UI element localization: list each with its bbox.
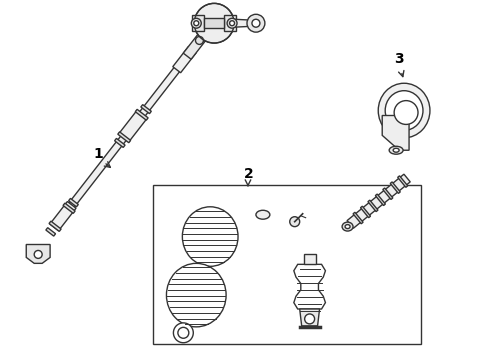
- Circle shape: [178, 327, 188, 338]
- Polygon shape: [118, 132, 130, 143]
- Polygon shape: [382, 188, 392, 199]
- Circle shape: [173, 323, 193, 343]
- Polygon shape: [49, 221, 61, 231]
- Circle shape: [191, 18, 201, 28]
- Polygon shape: [183, 26, 212, 59]
- Bar: [152, 185, 420, 344]
- Ellipse shape: [255, 210, 269, 219]
- Polygon shape: [68, 198, 78, 207]
- Polygon shape: [141, 105, 151, 114]
- Ellipse shape: [392, 148, 398, 152]
- Text: 2: 2: [244, 167, 253, 181]
- Circle shape: [193, 21, 198, 26]
- Ellipse shape: [166, 264, 225, 327]
- Polygon shape: [303, 255, 315, 264]
- Polygon shape: [234, 19, 253, 27]
- Polygon shape: [63, 203, 75, 213]
- Polygon shape: [299, 309, 319, 326]
- Circle shape: [393, 100, 417, 125]
- Text: 1: 1: [94, 147, 103, 161]
- Circle shape: [304, 314, 314, 324]
- Polygon shape: [382, 116, 408, 150]
- Polygon shape: [367, 200, 377, 212]
- Circle shape: [289, 217, 299, 227]
- Polygon shape: [346, 174, 409, 228]
- Ellipse shape: [345, 225, 349, 229]
- Circle shape: [195, 36, 203, 44]
- Polygon shape: [375, 194, 385, 206]
- Polygon shape: [389, 182, 400, 193]
- Circle shape: [226, 18, 237, 28]
- Text: 3: 3: [393, 52, 403, 66]
- Polygon shape: [293, 264, 325, 309]
- Ellipse shape: [182, 207, 238, 266]
- Ellipse shape: [385, 91, 422, 130]
- Polygon shape: [50, 202, 76, 231]
- Ellipse shape: [342, 222, 352, 231]
- Polygon shape: [352, 212, 363, 224]
- Polygon shape: [114, 138, 125, 148]
- Polygon shape: [172, 46, 196, 73]
- Polygon shape: [360, 206, 370, 218]
- Polygon shape: [135, 109, 148, 120]
- Circle shape: [194, 3, 234, 43]
- Polygon shape: [119, 111, 146, 141]
- Polygon shape: [26, 244, 50, 264]
- Circle shape: [246, 14, 264, 32]
- Ellipse shape: [388, 146, 402, 154]
- Polygon shape: [62, 54, 189, 216]
- Circle shape: [229, 21, 234, 26]
- Polygon shape: [397, 176, 407, 187]
- Polygon shape: [46, 228, 56, 236]
- Polygon shape: [192, 15, 204, 31]
- Circle shape: [251, 19, 260, 27]
- Polygon shape: [224, 15, 236, 31]
- Polygon shape: [204, 18, 224, 28]
- Ellipse shape: [377, 83, 429, 138]
- Circle shape: [34, 251, 42, 258]
